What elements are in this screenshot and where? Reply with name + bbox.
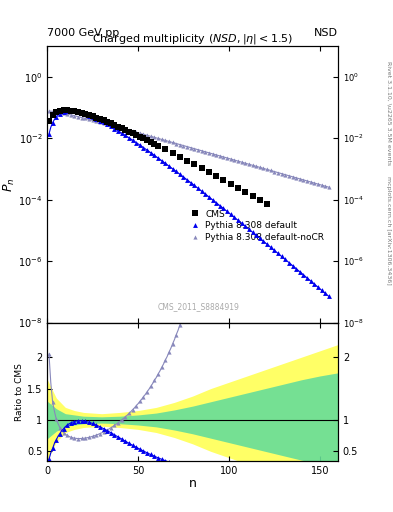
CMS (185, 158, 189, 164)
CMS (207, 169, 211, 175)
Pythia 8.308 default (250, 229, 255, 236)
Pythia 8.308 default-noCR (141, 131, 146, 137)
Pythia 8.308 default (47, 131, 51, 137)
Pythia 8.308 default-noCR (170, 139, 175, 145)
Pythia 8.308 default (327, 293, 331, 300)
Pythia 8.308 default (97, 117, 102, 123)
Title: Charged multiplicity $(NSD, |\eta| < 1.5)$: Charged multiplicity $(NSD, |\eta| < 1.5… (92, 32, 293, 46)
Text: 7000 GeV pp: 7000 GeV pp (47, 28, 119, 38)
CMS (228, 181, 233, 187)
Line: Pythia 8.308 default: Pythia 8.308 default (46, 109, 331, 299)
Pythia 8.308 default (170, 166, 175, 172)
CMS (250, 193, 255, 199)
CMS (199, 165, 204, 172)
CMS (170, 150, 175, 156)
Legend: CMS, Pythia 8.308 default, Pythia 8.308 default-noCR: CMS, Pythia 8.308 default, Pythia 8.308 … (184, 206, 328, 246)
Pythia 8.308 default (65, 108, 70, 114)
Pythia 8.308 default-noCR (47, 108, 51, 114)
Text: CMS_2011_S8884919: CMS_2011_S8884919 (158, 303, 239, 311)
CMS (243, 189, 248, 195)
CMS (265, 201, 270, 207)
Text: NSD: NSD (314, 28, 338, 38)
Text: mcplots.cern.ch [arXiv:1306.3436]: mcplots.cern.ch [arXiv:1306.3436] (386, 176, 391, 285)
CMS (156, 143, 160, 149)
CMS (221, 177, 226, 183)
Line: CMS: CMS (155, 143, 270, 207)
Line: Pythia 8.308 default-noCR: Pythia 8.308 default-noCR (47, 109, 331, 189)
CMS (163, 146, 168, 153)
Pythia 8.308 default (192, 182, 197, 188)
Pythia 8.308 default-noCR (250, 162, 255, 168)
Pythia 8.308 default (68, 108, 73, 114)
Y-axis label: Ratio to CMS: Ratio to CMS (15, 362, 24, 421)
Y-axis label: $P_n$: $P_n$ (2, 177, 17, 191)
CMS (257, 197, 262, 203)
Pythia 8.308 default-noCR (50, 108, 55, 114)
Pythia 8.308 default-noCR (192, 145, 197, 152)
Pythia 8.308 default-noCR (327, 184, 331, 190)
X-axis label: n: n (189, 477, 196, 490)
CMS (214, 173, 219, 179)
Pythia 8.308 default (141, 144, 146, 151)
CMS (236, 185, 241, 191)
Pythia 8.308 default-noCR (97, 119, 102, 125)
Text: Rivet 3.1.10, \u2265 3.5M events: Rivet 3.1.10, \u2265 3.5M events (386, 60, 391, 165)
Pythia 8.308 default-noCR (68, 112, 73, 118)
CMS (178, 154, 182, 160)
CMS (192, 161, 197, 167)
